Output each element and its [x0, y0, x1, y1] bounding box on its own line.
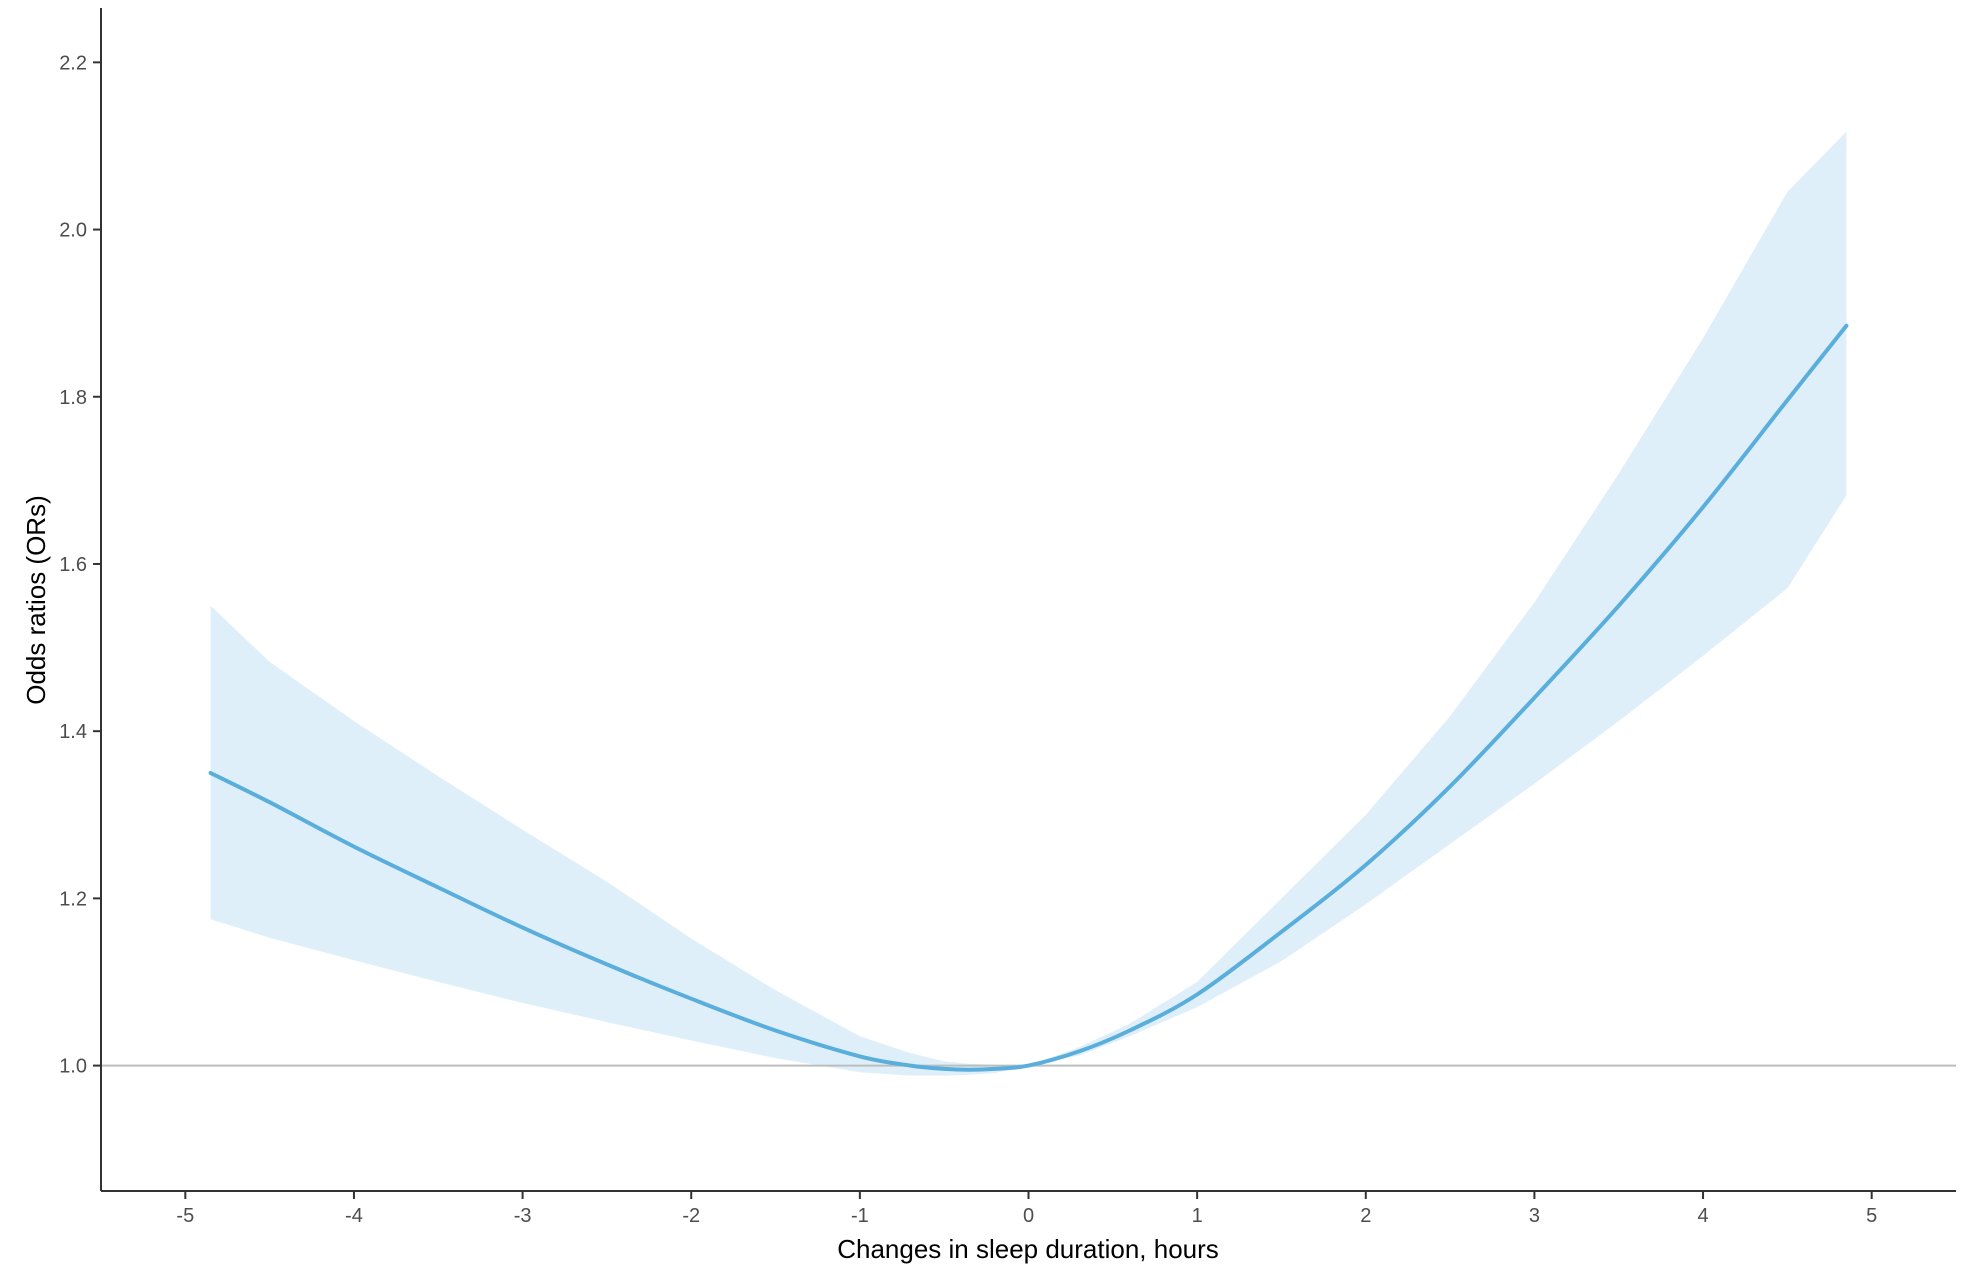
axes [93, 8, 1956, 1199]
plot-area [101, 131, 1956, 1076]
y-axis-title: Odds ratios (ORs) [21, 495, 51, 705]
x-tick-label: 1 [1192, 1205, 1203, 1227]
y-tick-label: 1.8 [59, 387, 87, 409]
x-tick-label: -2 [682, 1205, 700, 1227]
x-tick-label: -3 [514, 1205, 532, 1227]
x-tick-label: 2 [1360, 1205, 1371, 1227]
x-axis-title: Changes in sleep duration, hours [837, 1234, 1219, 1264]
x-tick-label: 3 [1529, 1205, 1540, 1227]
x-tick-label: -1 [851, 1205, 869, 1227]
y-tick-label: 1.2 [59, 888, 87, 910]
y-tick-label: 2.0 [59, 220, 87, 242]
x-tick-label: 0 [1023, 1205, 1034, 1227]
x-tick-label: 4 [1697, 1205, 1708, 1227]
y-tick-label: 1.4 [59, 721, 87, 743]
or-estimate-line [208, 323, 1849, 1072]
y-tick-label: 2.2 [59, 52, 87, 74]
x-tick-label: -5 [176, 1205, 194, 1227]
confidence-band [210, 131, 1847, 1076]
y-tick-label: 1.0 [59, 1056, 87, 1078]
x-tick-label: 5 [1866, 1205, 1877, 1227]
x-tick-label: -4 [345, 1205, 363, 1227]
y-tick-label: 1.6 [59, 554, 87, 576]
